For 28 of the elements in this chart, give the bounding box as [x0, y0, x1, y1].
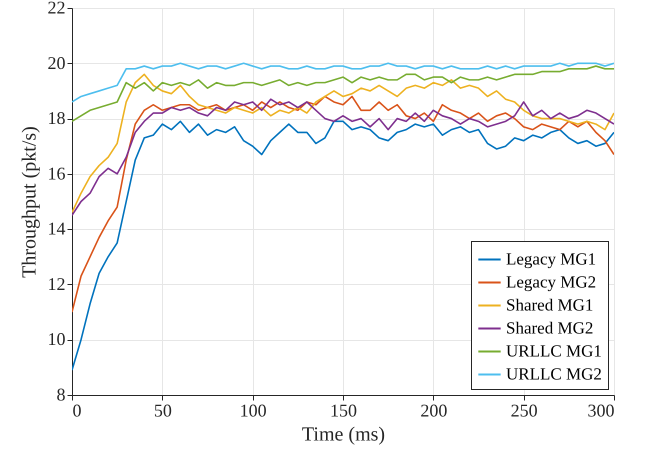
x-tick-label: 300 — [588, 400, 614, 420]
y-tick-label: 16 — [48, 163, 66, 184]
x-tick-label: 250 — [510, 400, 538, 420]
y-tick-label: 20 — [48, 52, 66, 73]
legend-label: URLLC MG1 — [506, 342, 602, 360]
y-tick-label: 18 — [48, 108, 66, 128]
x-tick-label: 100 — [240, 400, 267, 420]
y-tick-label: 12 — [48, 274, 66, 294]
line-series — [72, 65, 614, 122]
legend-label: URLLC MG2 — [506, 364, 602, 384]
y-tick-label: 22 — [48, 0, 66, 18]
legend-label: Legacy MG2 — [506, 272, 596, 292]
y-tick-label: 10 — [48, 329, 66, 350]
legend-label: Shared MG1 — [506, 296, 594, 314]
legend-label: Shared MG2 — [506, 318, 594, 338]
x-tick-label: 200 — [420, 400, 448, 420]
x-tick-label: 50 — [154, 400, 172, 420]
legend-label: Legacy MG1 — [506, 250, 596, 268]
line-series — [72, 98, 614, 216]
y-tick-label: 14 — [48, 218, 66, 239]
x-tick-label: 150 — [330, 400, 357, 420]
line-series — [72, 62, 614, 103]
y-axis-title: Throughput (pkt/s) — [18, 126, 40, 278]
line-series — [72, 96, 614, 313]
x-tick-label: 0 — [72, 400, 82, 420]
line-series — [72, 74, 614, 214]
x-axis-title: Time (ms) — [302, 424, 386, 446]
y-tick-label: 8 — [56, 384, 66, 404]
